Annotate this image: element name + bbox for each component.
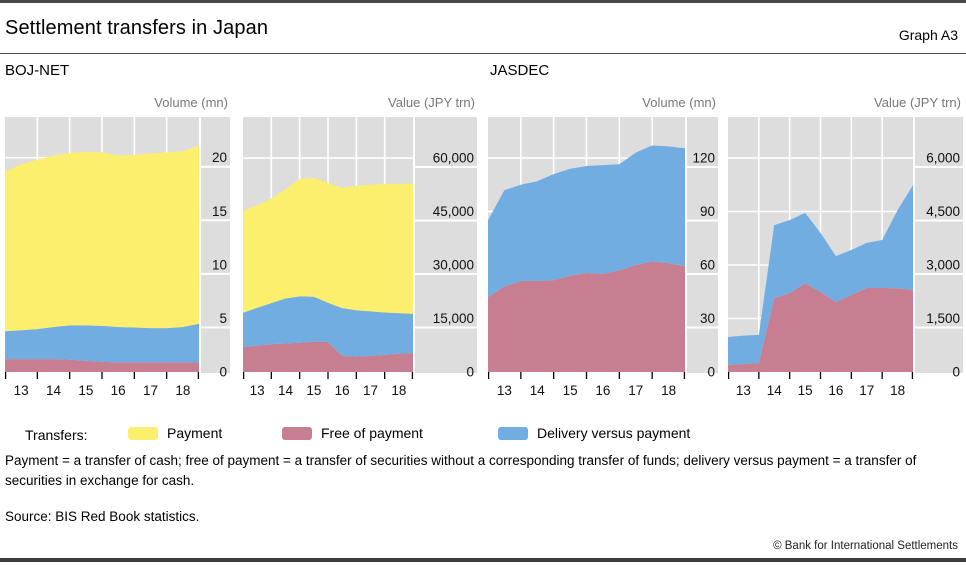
svg-text:16: 16 — [595, 383, 610, 398]
svg-text:15,000: 15,000 — [433, 311, 474, 326]
chart-jasdec-volume: 0 30 60 90 120 13 14 15 16 17 18 — [488, 117, 718, 398]
chart-bojnet-volume: 0 5 10 15 20 13 14 15 16 17 18 — [5, 117, 230, 398]
svg-text:5: 5 — [219, 311, 227, 326]
svg-text:18: 18 — [661, 383, 676, 398]
title-divider — [0, 53, 966, 54]
legend-item-payment: Payment — [128, 425, 222, 441]
svg-text:15: 15 — [78, 383, 93, 398]
svg-text:13: 13 — [250, 383, 265, 398]
copyright-text: © Bank for International Settlements — [773, 540, 958, 552]
svg-text:10: 10 — [212, 257, 227, 272]
svg-text:13: 13 — [736, 383, 751, 398]
svg-text:13: 13 — [14, 383, 29, 398]
svg-text:17: 17 — [859, 383, 874, 398]
source-text: Source: BIS Red Book statistics. — [5, 509, 200, 524]
axis-unit-label: Value (JPY trn) — [388, 95, 475, 110]
legend-item-label: Delivery versus payment — [537, 425, 691, 441]
legend-item-delivery-versus-payment: Delivery versus payment — [498, 425, 690, 441]
legend-item-label: Payment — [167, 425, 223, 441]
legend-swatch-delivery-versus-payment — [498, 426, 528, 440]
svg-text:60: 60 — [700, 258, 715, 273]
svg-text:30: 30 — [700, 311, 715, 326]
svg-text:0: 0 — [952, 365, 960, 380]
page-title: Settlement transfers in Japan — [5, 17, 269, 39]
svg-text:90: 90 — [700, 204, 715, 219]
svg-text:6,000: 6,000 — [926, 151, 960, 166]
panel-title-boj-net: BOJ-NET — [5, 62, 70, 79]
svg-text:4,500: 4,500 — [926, 204, 960, 219]
svg-text:15: 15 — [306, 383, 321, 398]
svg-text:1,500: 1,500 — [926, 311, 960, 326]
svg-text:17: 17 — [628, 383, 643, 398]
svg-text:17: 17 — [143, 383, 158, 398]
footnote-text: Payment = a transfer of cash; free of pa… — [5, 453, 917, 488]
chart-bojnet-value: 0 15,000 30,000 45,000 60,000 13 14 15 16 17 18 — [243, 117, 477, 398]
graph-number-label: Graph A3 — [898, 27, 958, 43]
svg-text:17: 17 — [363, 383, 378, 398]
svg-text:120: 120 — [692, 151, 715, 166]
svg-text:14: 14 — [530, 383, 546, 398]
axis-unit-label: Volume (mn) — [642, 95, 716, 110]
svg-text:16: 16 — [335, 383, 350, 398]
svg-text:45,000: 45,000 — [433, 204, 474, 219]
axis-unit-label: Value (JPY trn) — [874, 95, 961, 110]
chart-panel-bojnet-volume: Volume (mn) 0 5 10 15 20 13 14 15 16 17 18 — [5, 92, 230, 402]
svg-text:0: 0 — [707, 365, 715, 380]
svg-text:14: 14 — [46, 383, 62, 398]
svg-text:20: 20 — [212, 150, 227, 165]
svg-text:18: 18 — [890, 383, 905, 398]
svg-text:30,000: 30,000 — [433, 258, 474, 273]
legend-swatch-free-of-payment — [282, 426, 312, 440]
legend-swatch-payment — [128, 426, 158, 440]
axis-unit-label: Volume (mn) — [154, 95, 228, 110]
legend-item-free-of-payment: Free of payment — [282, 425, 423, 441]
svg-text:15: 15 — [563, 383, 578, 398]
svg-text:18: 18 — [391, 383, 406, 398]
svg-text:3,000: 3,000 — [926, 258, 960, 273]
svg-text:16: 16 — [828, 383, 843, 398]
svg-text:60,000: 60,000 — [433, 151, 474, 166]
chart-panel-jasdec-value: Value (JPY trn) 0 1,500 3,000 4,500 6,000 13 1… — [728, 92, 963, 402]
svg-text:13: 13 — [497, 383, 512, 398]
legend: Transfers: Payment Free of payment Deliv… — [0, 425, 966, 447]
svg-text:16: 16 — [111, 383, 126, 398]
chart-panel-bojnet-value: Value (JPY trn) 0 15,000 30,000 45,000 60,00… — [243, 92, 477, 402]
legend-title: Transfers: — [25, 427, 88, 443]
bottom-rule-bar — [0, 558, 966, 562]
svg-text:14: 14 — [767, 383, 783, 398]
svg-text:0: 0 — [466, 365, 474, 380]
svg-text:15: 15 — [798, 383, 813, 398]
panel-title-jasdec: JASDEC — [490, 62, 550, 79]
svg-text:18: 18 — [175, 383, 190, 398]
legend-item-label: Free of payment — [321, 425, 423, 441]
chart-panel-jasdec-volume: Volume (mn) 0 30 60 90 120 13 14 15 16 17 18 — [488, 92, 718, 402]
svg-text:15: 15 — [212, 204, 227, 219]
chart-jasdec-value: 0 1,500 3,000 4,500 6,000 13 14 15 16 17 18 — [728, 117, 963, 398]
svg-text:14: 14 — [278, 383, 294, 398]
svg-text:0: 0 — [219, 365, 227, 380]
top-rule-bar — [0, 0, 966, 3]
